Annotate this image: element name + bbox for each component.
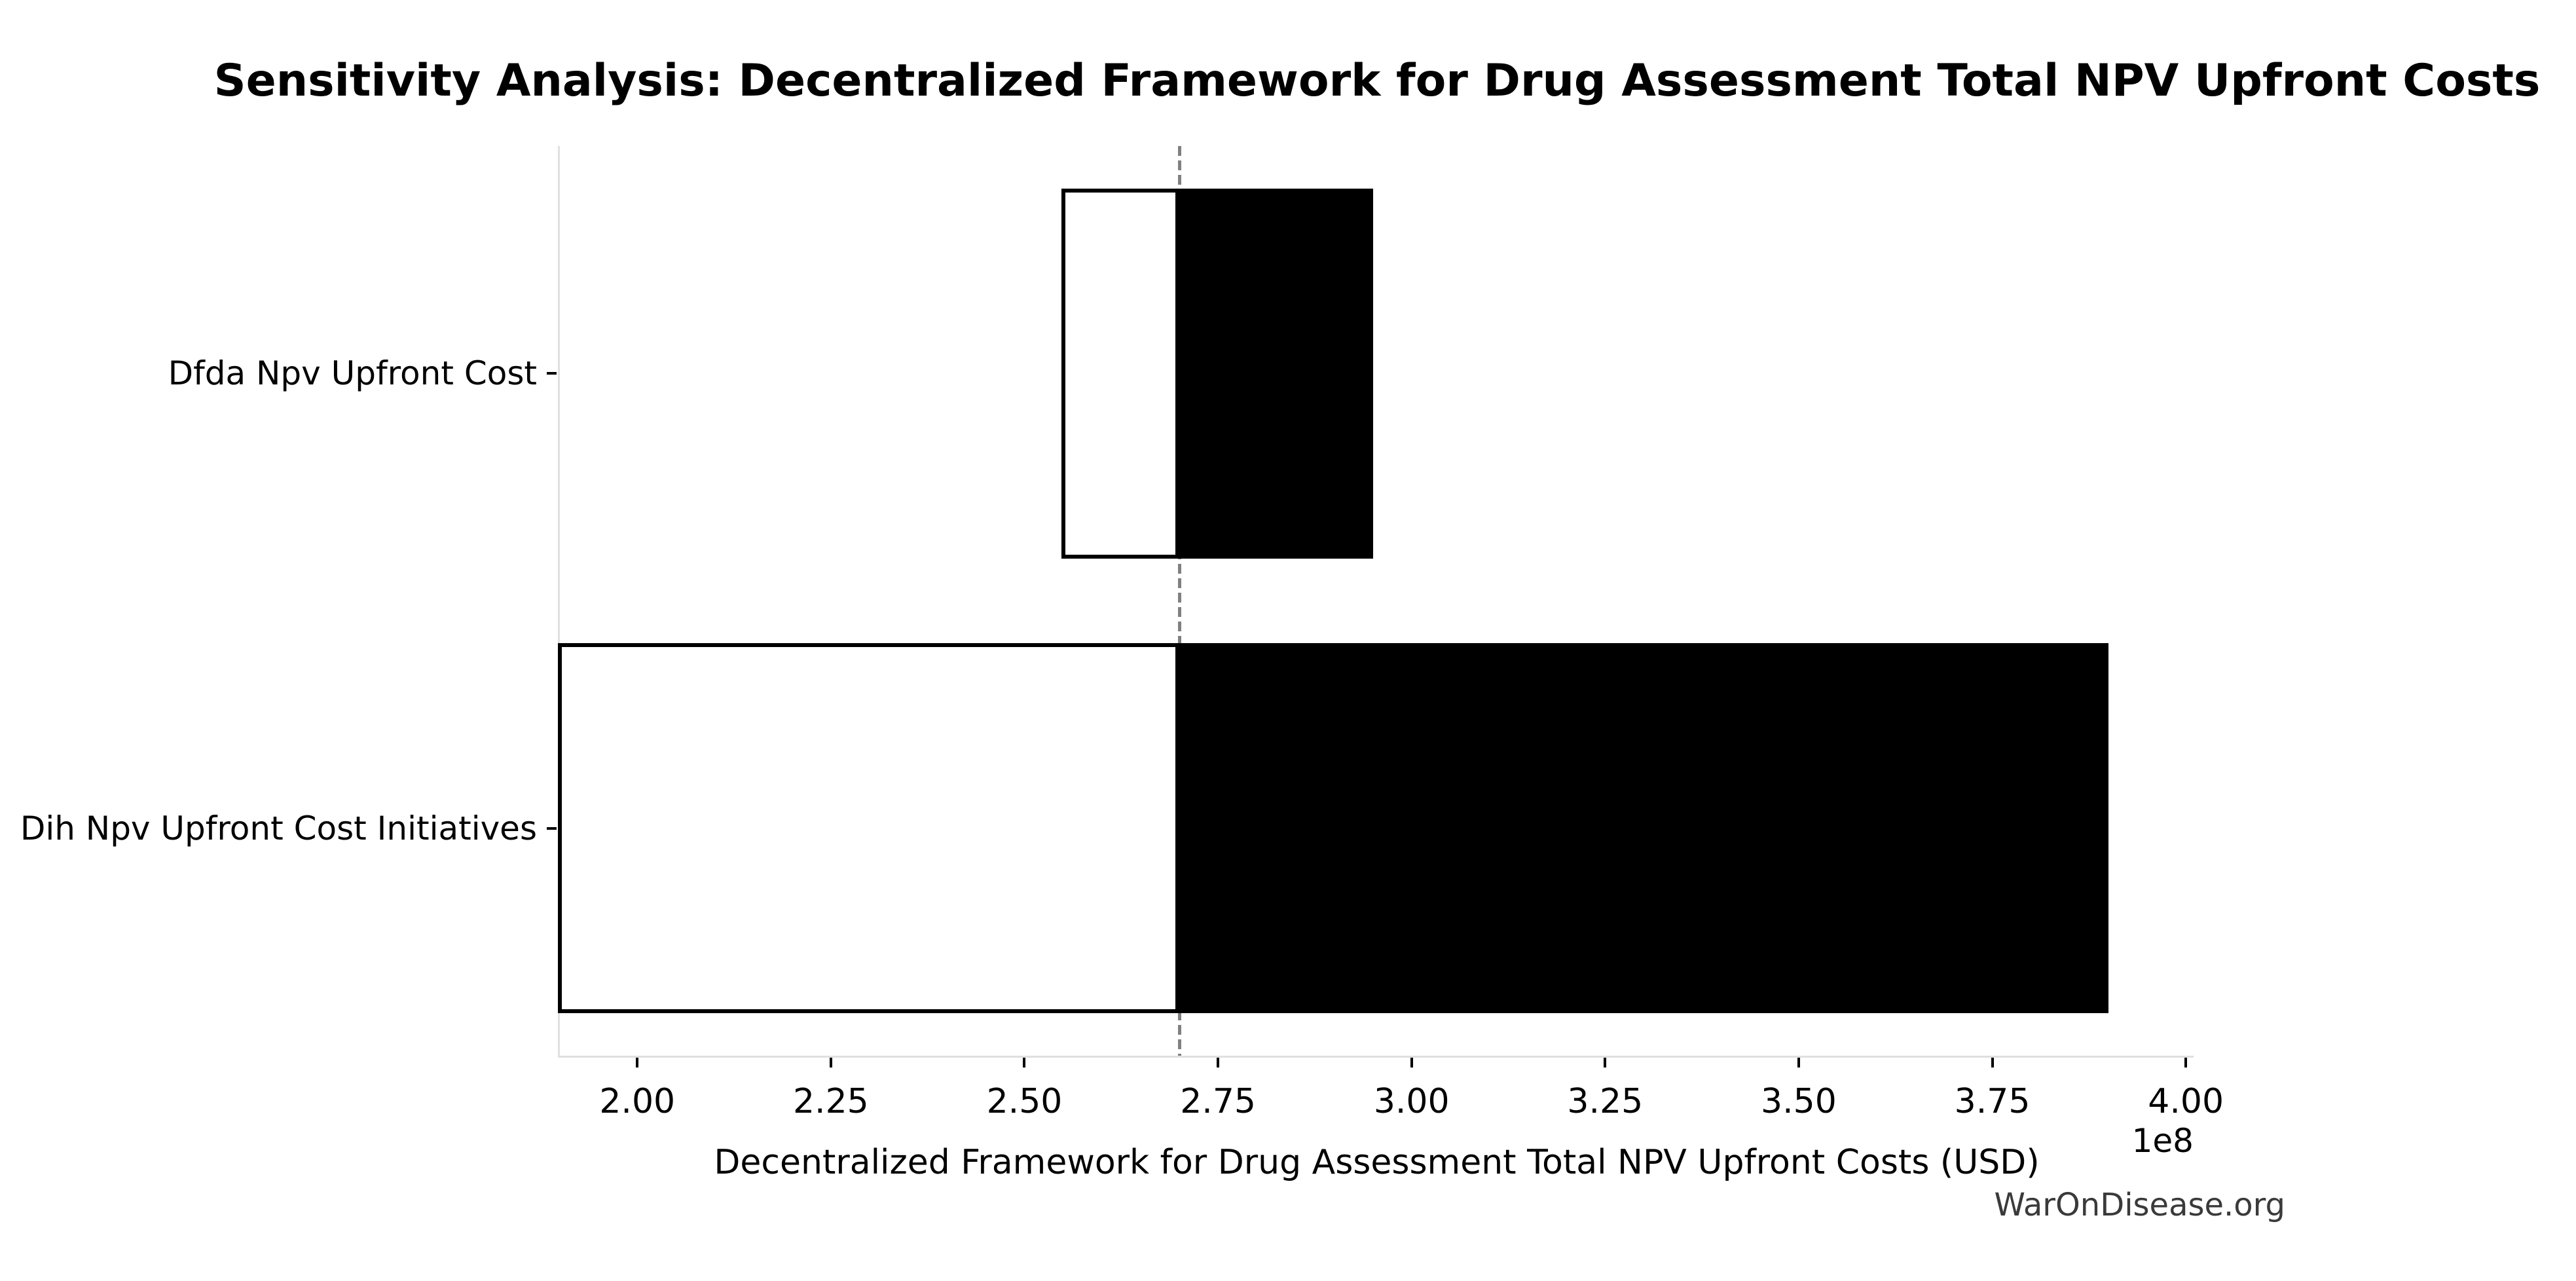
y-axis-spine bbox=[558, 146, 560, 1056]
bar-high-segment bbox=[1179, 643, 2108, 1013]
bar-low-segment bbox=[558, 643, 1179, 1013]
x-tick-label: 3.25 bbox=[1567, 1082, 1644, 1121]
x-axis-spine bbox=[558, 1056, 2194, 1058]
bar-low-segment bbox=[1061, 189, 1179, 559]
bar-high-segment bbox=[1179, 189, 1373, 559]
watermark-text: WarOnDisease.org bbox=[1994, 1187, 2285, 1223]
x-tick-mark bbox=[829, 1058, 832, 1068]
y-tick-mark bbox=[547, 372, 557, 375]
x-tick-label: 3.50 bbox=[1761, 1082, 1837, 1121]
x-tick-mark bbox=[1991, 1058, 1994, 1068]
x-tick-mark bbox=[636, 1058, 639, 1068]
chart-title: Sensitivity Analysis: Decentralized Fram… bbox=[213, 55, 2541, 107]
baseline-dashed-line bbox=[1177, 146, 1181, 1056]
y-tick-mark bbox=[547, 826, 557, 830]
x-axis-title: Decentralized Framework for Drug Assessm… bbox=[714, 1143, 2040, 1182]
x-tick-label: 4.00 bbox=[2148, 1082, 2224, 1121]
x-tick-label: 2.50 bbox=[986, 1082, 1063, 1121]
axis-offset-label: 1e8 bbox=[2131, 1122, 2194, 1160]
x-tick-label: 3.75 bbox=[1954, 1082, 2031, 1121]
y-category-label: Dih Npv Upfront Cost Initiatives bbox=[20, 809, 537, 847]
x-tick-mark bbox=[1604, 1058, 1607, 1068]
x-tick-label: 2.00 bbox=[599, 1082, 676, 1121]
x-tick-mark bbox=[1410, 1058, 1413, 1068]
x-tick-mark bbox=[1217, 1058, 1220, 1068]
x-tick-mark bbox=[2184, 1058, 2188, 1068]
y-category-label: Dfda Npv Upfront Cost bbox=[168, 354, 537, 393]
x-tick-mark bbox=[1023, 1058, 1026, 1068]
x-tick-label: 2.25 bbox=[792, 1082, 869, 1121]
x-tick-label: 2.75 bbox=[1180, 1082, 1256, 1121]
x-tick-label: 3.00 bbox=[1373, 1082, 1450, 1121]
x-tick-mark bbox=[1797, 1058, 1800, 1068]
